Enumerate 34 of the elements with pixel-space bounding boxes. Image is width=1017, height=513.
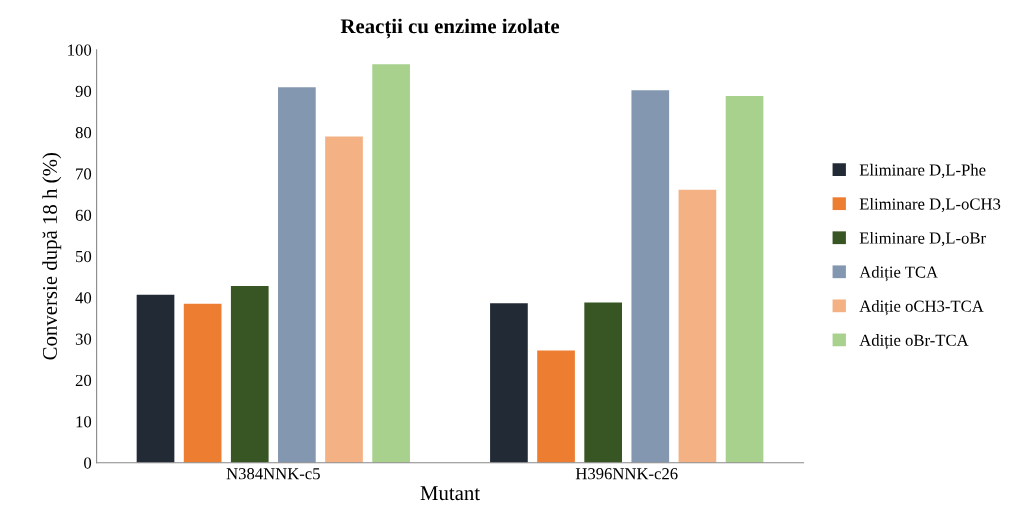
bar — [278, 87, 316, 463]
y-tick-label: 40 — [75, 292, 92, 304]
y-tick-label: 50 — [76, 250, 92, 263]
legend-label: Adiție TCA — [859, 266, 938, 282]
y-tick-label: 20 — [75, 374, 92, 387]
y-tick-label: 100 — [68, 44, 92, 56]
bar — [631, 90, 670, 463]
legend-label: Adiție oCH3-TCA — [859, 300, 984, 316]
x-tick-label: N384NNK-c5 — [226, 468, 320, 480]
y-tick-label: 10 — [76, 416, 92, 428]
bar — [183, 303, 222, 463]
bar — [537, 350, 575, 463]
y-tick-label: 80 — [75, 127, 92, 139]
y-tick-label: 90 — [75, 85, 92, 97]
y-tick-label: 0 — [84, 457, 92, 469]
y-axis-title: Conversie după 18 h (%) — [42, 153, 62, 360]
y-tick-label: 70 — [76, 168, 92, 180]
bar — [490, 303, 528, 463]
legend-label: Eliminare D,L-oCH3 — [859, 197, 1001, 213]
x-tick-label: H396NNK-c26 — [575, 468, 678, 480]
legend-label: Eliminare D,L-oBr — [859, 231, 986, 247]
legend-label: Adiție oBr-TCA — [859, 334, 969, 350]
bar — [725, 96, 764, 463]
bar — [584, 302, 623, 463]
bar — [230, 285, 269, 463]
bar — [325, 136, 363, 463]
x-axis-title: Mutant — [420, 486, 480, 501]
legend-label: Eliminare D,L-Phe — [859, 163, 986, 178]
bar — [372, 64, 410, 463]
y-tick-label: 60 — [75, 209, 92, 221]
chart-title: Reacții cu enzime izolate — [340, 18, 560, 39]
bar — [136, 294, 175, 463]
y-tick-label: 30 — [75, 333, 92, 345]
bar — [678, 189, 717, 463]
